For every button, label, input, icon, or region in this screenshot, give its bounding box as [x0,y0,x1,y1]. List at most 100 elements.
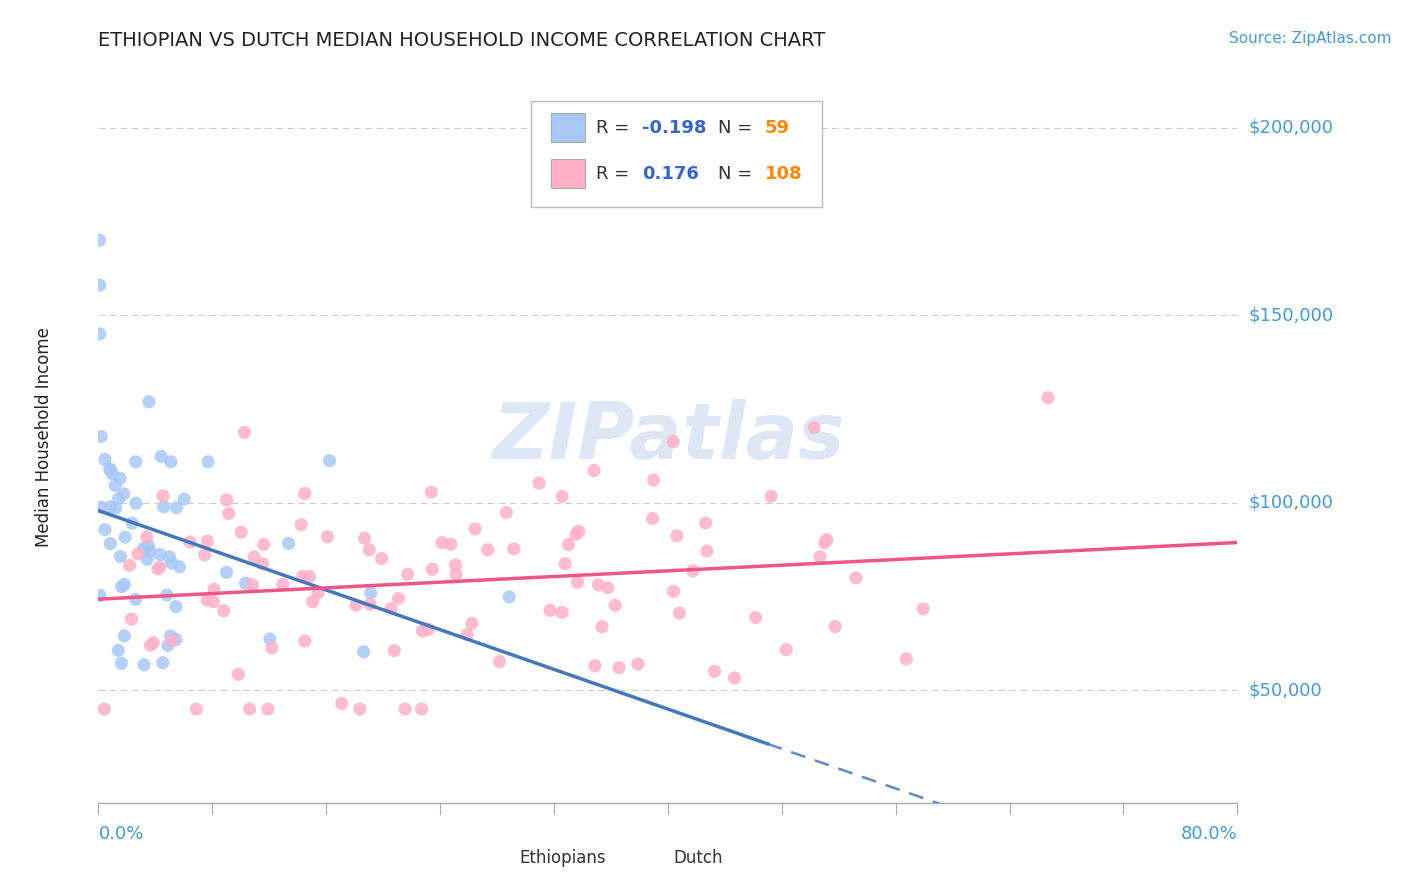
Point [132,541,155,556]
Point [132,657,155,672]
FancyBboxPatch shape [531,101,821,207]
Point [605,599,627,613]
Point [90,429,112,443]
Point [359,597,381,611]
Point [420,562,443,576]
Point [169,559,191,574]
Point [90,500,112,514]
Point [240,578,263,592]
Point [142,636,165,650]
Point [461,616,484,631]
Text: 108: 108 [765,165,803,183]
Point [411,624,433,638]
Point [152,656,174,670]
Point [125,496,148,510]
Point [607,661,630,675]
Point [135,530,157,544]
Point [156,588,179,602]
Point [239,702,262,716]
Point [591,620,613,634]
Point [138,539,160,553]
Text: Dutch: Dutch [673,848,723,867]
Point [896,652,918,666]
Point [554,557,576,571]
Point [464,522,486,536]
Point [100,500,122,514]
Point [567,575,589,590]
Text: $100,000: $100,000 [1249,494,1333,512]
Point [596,581,619,595]
Point [159,629,181,643]
Point [111,580,134,594]
Point [744,610,766,624]
Point [125,592,148,607]
Point [138,544,160,558]
Point [166,500,188,515]
Point [93,702,115,716]
Point [583,658,606,673]
Point [118,558,141,573]
Text: 59: 59 [765,119,790,136]
Point [498,590,520,604]
Point [160,556,183,570]
Point [440,537,463,551]
Point [253,537,276,551]
Point [527,475,550,490]
Point [121,516,143,530]
Point [420,485,443,500]
Point [231,525,253,540]
Point [815,533,838,547]
Point [456,628,478,642]
Point [107,643,129,657]
Point [159,455,181,469]
Point [152,489,174,503]
Text: $150,000: $150,000 [1249,306,1334,324]
Point [668,606,690,620]
Point [114,530,136,544]
Text: R =: R = [596,165,630,183]
Point [228,667,250,681]
Point [197,534,219,549]
FancyBboxPatch shape [648,841,671,874]
Point [218,507,240,521]
FancyBboxPatch shape [495,841,517,874]
Point [233,425,256,440]
Point [291,569,314,583]
Point [394,702,416,716]
Point [160,633,183,648]
Point [488,655,510,669]
Point [89,326,111,341]
Point [557,537,579,551]
FancyBboxPatch shape [551,113,585,143]
Point [318,453,340,467]
Point [641,511,664,525]
Point [370,551,392,566]
Point [165,599,187,614]
Point [349,702,371,716]
Point [89,233,111,247]
Point [430,535,453,549]
Point [330,697,353,711]
Point [1036,391,1059,405]
Point [101,467,124,481]
Point [396,567,419,582]
Point [107,491,129,506]
Point [243,549,266,564]
Point [150,450,173,464]
Text: Median Household Income: Median Household Income [35,327,53,547]
Point [215,492,238,507]
Point [662,584,685,599]
Point [89,278,111,293]
Point [444,567,467,582]
Point [112,629,135,643]
Text: 80.0%: 80.0% [1181,825,1237,843]
Point [108,471,131,485]
Point [775,642,797,657]
Point [156,639,179,653]
Text: 0.176: 0.176 [641,165,699,183]
Point [110,657,132,671]
Text: ZIPatlas: ZIPatlas [492,399,844,475]
Point [360,586,382,600]
Point [136,552,159,566]
Point [665,529,688,543]
